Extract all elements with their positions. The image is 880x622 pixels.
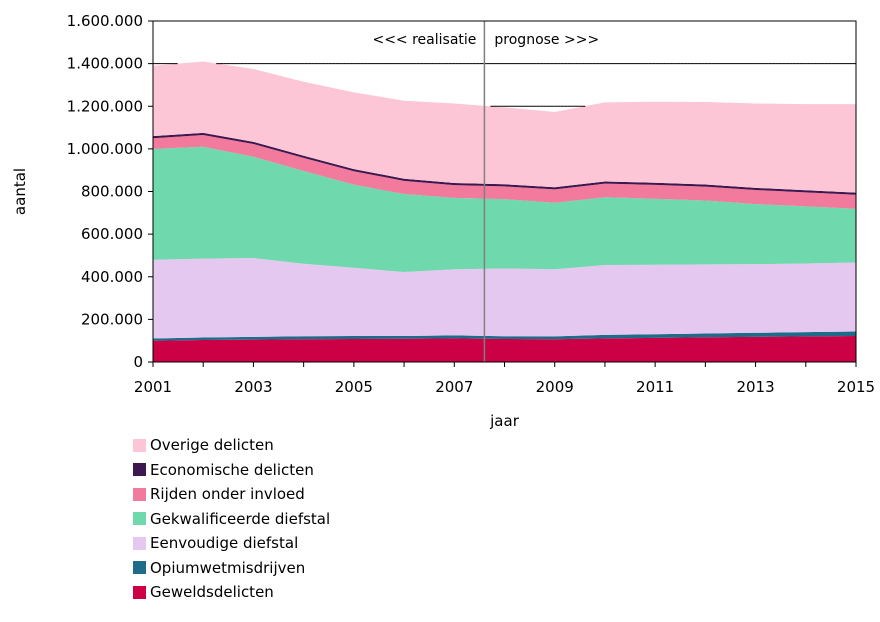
y-tick-label: 600.000 xyxy=(81,225,143,243)
legend-swatch xyxy=(133,512,146,526)
legend-label: Rijden onder invloed xyxy=(150,485,305,504)
area-geweldsdelicten xyxy=(153,336,856,362)
legend-label: Eenvoudige diefstal xyxy=(150,534,299,553)
annotation-prognose: prognose >>> xyxy=(494,32,599,48)
y-tick-label: 800.000 xyxy=(81,183,143,201)
legend-item-overige-delicten: Overige delicten xyxy=(133,433,330,458)
legend-swatch xyxy=(133,438,146,452)
x-tick-label: 2013 xyxy=(736,378,774,396)
legend-item-geweldsdelicten: Geweldsdelicten xyxy=(133,580,330,605)
y-tick-label: 1.200.000 xyxy=(67,97,143,115)
area-eenvoudige-diefstal xyxy=(153,258,856,339)
y-tick-label: 200.000 xyxy=(81,310,143,328)
legend-item-rijden-onder-invloed: Rijden onder invloed xyxy=(133,482,330,507)
legend-label: Geweldsdelicten xyxy=(150,583,274,602)
y-tick-label: 400.000 xyxy=(81,268,143,286)
reference-lines xyxy=(153,63,856,107)
annotation-realisatie: <<< realisatie xyxy=(372,32,476,48)
legend-item-economische-delicten: Economische delicten xyxy=(133,458,330,483)
area-gekwalificeerde-diefstal xyxy=(153,146,856,273)
y-tick-label: 1.400.000 xyxy=(67,55,143,73)
legend-swatch xyxy=(133,463,146,477)
x-tick-label: 2001 xyxy=(134,378,172,396)
y-axis-ticks: 0 200.000 400.000 600.000 800.000 1.000.000 1.… xyxy=(67,12,153,371)
y-tick-label: 0 xyxy=(133,353,143,371)
legend-item-eenvoudige-diefstal: Eenvoudige diefstal xyxy=(133,531,330,556)
x-tick-label: 2015 xyxy=(837,378,875,396)
legend-label: Economische delicten xyxy=(150,460,314,479)
area-overige-delicten xyxy=(153,61,856,193)
x-axis-title: jaar xyxy=(489,412,520,430)
x-tick-label: 2011 xyxy=(636,378,674,396)
legend-item-gekwalificeerde-diefstal: Gekwalificeerde diefstal xyxy=(133,507,330,532)
x-tick-label: 2009 xyxy=(536,378,574,396)
legend: Overige delicten Economische delicten Rijd… xyxy=(133,433,330,605)
legend-label: Gekwalificeerde diefstal xyxy=(150,509,331,528)
y-axis-title: aantal xyxy=(11,168,29,215)
x-tick-label: 2003 xyxy=(234,378,272,396)
legend-swatch xyxy=(133,487,146,501)
chart: 0 200.000 400.000 600.000 800.000 1.000.000 1.… xyxy=(11,12,875,430)
legend-swatch xyxy=(133,585,146,599)
legend-label: Opiumwetmisdrijven xyxy=(150,558,306,577)
x-axis-ticks: 2001 2003 2005 2007 2009 2011 2013 2015 xyxy=(134,362,875,396)
chart-areas xyxy=(153,61,856,362)
legend-label: Overige delicten xyxy=(150,436,274,455)
x-tick-label: 2005 xyxy=(335,378,373,396)
area-rijden-onder-invloed xyxy=(153,135,856,209)
legend-swatch xyxy=(133,561,146,575)
y-tick-label: 1.000.000 xyxy=(67,140,143,158)
y-tick-label: 1.600.000 xyxy=(67,12,143,30)
legend-item-opiumwetmisdrijven: Opiumwetmisdrijven xyxy=(133,556,330,581)
area-opiumwetmisdrijven xyxy=(153,331,856,341)
legend-swatch xyxy=(133,536,146,550)
x-tick-label: 2007 xyxy=(435,378,473,396)
